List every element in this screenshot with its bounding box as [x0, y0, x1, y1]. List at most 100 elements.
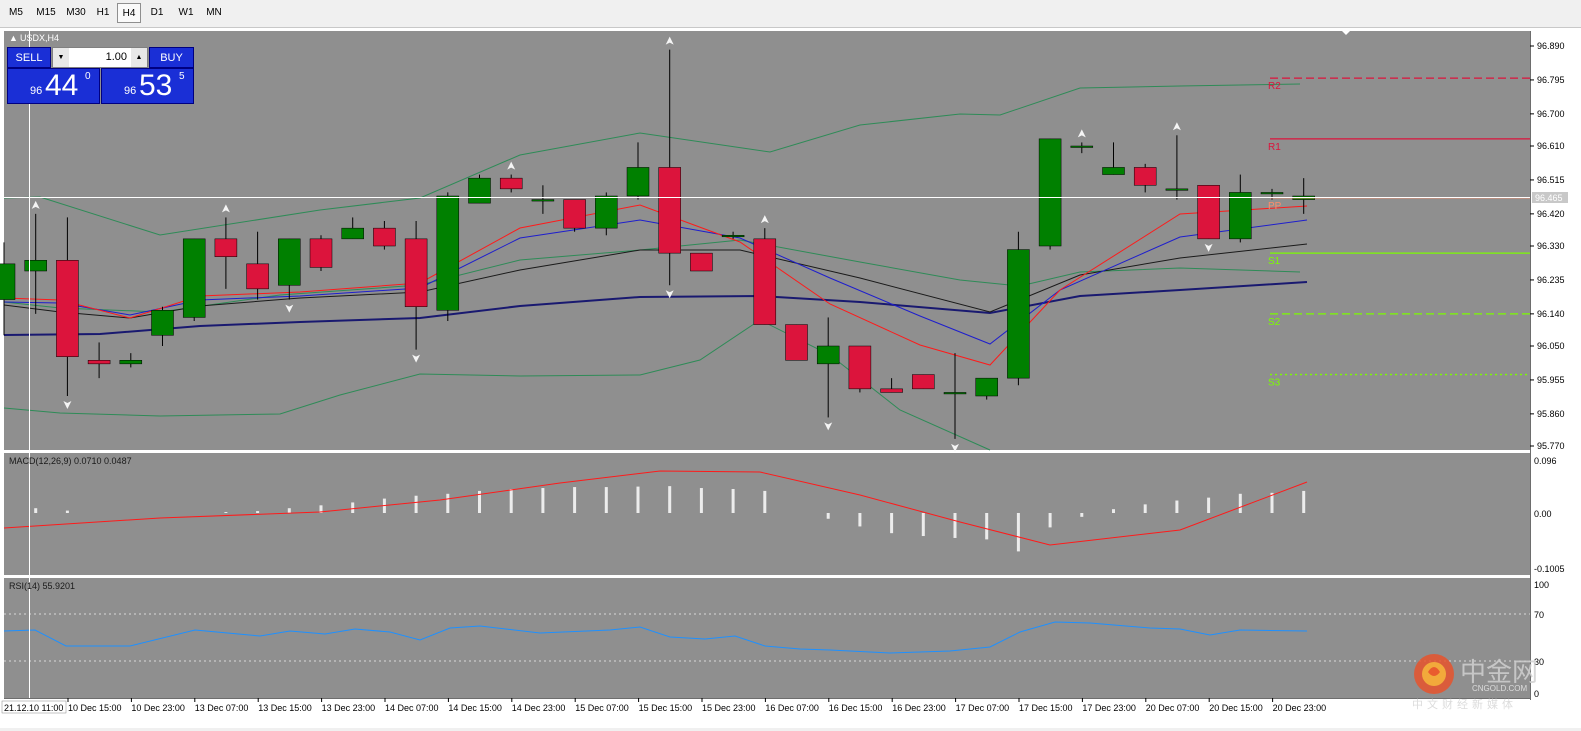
candle-body: [563, 199, 586, 229]
lot-decrease-icon[interactable]: ▼: [53, 48, 69, 67]
candle-body: [1197, 185, 1220, 240]
candle-body: [943, 392, 967, 395]
price-tick-label: 96.235: [1537, 275, 1565, 285]
tf-w1-button[interactable]: W1: [178, 7, 194, 18]
ema-mid-line: [3, 243, 1308, 319]
fractal-down-icon: [951, 443, 959, 452]
tf-d1-button[interactable]: D1: [150, 7, 164, 18]
fractal-up-icon: [507, 161, 516, 170]
one-click-trading-panel: SELL ▼ ▲ BUY 96 44 0 96 53 5: [7, 47, 194, 104]
rsi-axis-0: 0: [1534, 689, 1539, 699]
time-tick-label: 20 Dec 15:00: [1209, 703, 1263, 713]
symbol-arrow-icon[interactable]: ▲: [9, 33, 18, 43]
macd-histogram-group: [34, 486, 1306, 552]
timeframe-toolbar: M5 M15 M30 H1 H4 D1 W1 MN: [0, 0, 1581, 28]
buy-price-big: 53: [139, 69, 173, 102]
fractal-up-icon: [760, 215, 769, 224]
candle-body: [0, 263, 16, 300]
sell-price-box[interactable]: 96 44 0: [7, 68, 100, 104]
candle-body: [1070, 145, 1094, 148]
fractal-down-icon: [412, 354, 421, 363]
sell-price-big: 44: [45, 69, 79, 102]
watermark-sub: 中文财经新媒体: [1412, 698, 1517, 711]
bollinger-upper-line: [3, 83, 1301, 236]
candle-body: [182, 238, 206, 318]
tf-mn-button[interactable]: MN: [206, 7, 222, 18]
price-tick-label: 96.330: [1537, 241, 1565, 251]
macd-axis-top: 0.096: [1534, 456, 1557, 466]
macd-label: MACD(12,26,9) 0.0710 0.0487: [9, 456, 132, 466]
time-tick-label: 16 Dec 23:00: [892, 703, 946, 713]
candle-body: [214, 238, 238, 257]
fractal-down-icon: [665, 290, 674, 299]
chart-shift-marker-icon[interactable]: [1342, 31, 1350, 35]
buy-button[interactable]: BUY: [149, 47, 194, 68]
time-tick-label: 15 Dec 15:00: [639, 703, 693, 713]
candle-body: [595, 195, 618, 229]
candle-body: [87, 360, 111, 365]
candle-body: [56, 260, 79, 357]
price-tick-label: 95.860: [1537, 409, 1565, 419]
pivot-label-pp: PP: [1268, 201, 1282, 212]
lot-size-input[interactable]: [71, 49, 127, 65]
fractal-up-icon: [665, 36, 674, 45]
time-tick-label: 16 Dec 15:00: [829, 703, 883, 713]
watermark-en: CNGOLD.COM: [1472, 684, 1528, 693]
price-tick-label: 96.050: [1537, 341, 1565, 351]
candle-body: [436, 195, 460, 311]
tf-m15-button[interactable]: M15: [36, 7, 56, 18]
tf-m5-button[interactable]: M5: [9, 7, 23, 18]
buy-price-box[interactable]: 96 53 5: [101, 68, 194, 104]
candle-body: [499, 177, 523, 190]
ema-fast-line: [3, 219, 1308, 345]
sell-price-sup: 0: [85, 71, 91, 82]
time-tick-label: 14 Dec 15:00: [448, 703, 502, 713]
tf-h1-button[interactable]: H1: [96, 7, 110, 18]
price-tick-label: 96.610: [1537, 141, 1565, 151]
price-tick-label: 96.700: [1537, 109, 1565, 119]
pivot-label-s2: S2: [1268, 317, 1281, 328]
fractal-up-icon: [221, 204, 230, 213]
candle-body: [1007, 249, 1030, 379]
macd-axis-bottom: -0.1005: [1534, 564, 1565, 574]
current-price-tag: [1532, 192, 1568, 203]
chart-window[interactable]: R2 R1 PP S1 S2 S3 96.890 96.795 96.700 96.610 96.…: [0, 28, 1581, 728]
fractal-up-icon: [1172, 122, 1181, 131]
time-tick-label: 13 Dec 15:00: [258, 703, 312, 713]
candle-body: [246, 263, 269, 290]
candle-body: [531, 199, 555, 202]
macd-axis-zero: 0.00: [1534, 509, 1552, 519]
candle-body: [658, 167, 681, 254]
time-tick-label: 15 Dec 23:00: [702, 703, 756, 713]
candle-body: [1229, 192, 1252, 240]
candle-body: [721, 235, 745, 238]
pivot-label-r1: R1: [1268, 142, 1281, 153]
time-tick-label: 10 Dec 15:00: [68, 703, 122, 713]
time-tick-label: 17 Dec 15:00: [1019, 703, 1073, 713]
pivot-label-r2: R2: [1268, 81, 1281, 92]
candle-body: [309, 238, 333, 268]
time-tick-label: 10 Dec 23:00: [131, 703, 185, 713]
buy-price-prefix: 96: [124, 85, 137, 97]
sell-button[interactable]: SELL: [7, 47, 51, 68]
tf-h4-button[interactable]: H4: [117, 3, 141, 23]
sma-slow-line: [3, 281, 1308, 336]
fractal-down-icon: [824, 422, 833, 431]
candle-body: [1165, 188, 1189, 191]
fractal-up-icon: [1077, 129, 1086, 138]
candle-body: [1260, 192, 1284, 195]
price-tick-label: 95.770: [1537, 441, 1565, 451]
lot-increase-icon[interactable]: ▲: [131, 48, 147, 67]
watermark-cn: 中金网: [1460, 658, 1539, 688]
tf-m30-button[interactable]: M30: [66, 7, 86, 18]
time-tick-label: 20 Dec 23:00: [1273, 703, 1327, 713]
candle-body: [690, 252, 713, 272]
candle-body: [975, 377, 998, 397]
price-tick-label: 95.955: [1537, 375, 1565, 385]
time-tick-label: 14 Dec 07:00: [385, 703, 439, 713]
fractal-down-icon: [1204, 243, 1213, 252]
price-tick-label: 96.140: [1537, 309, 1565, 319]
time-tick-label: 16 Dec 07:00: [765, 703, 819, 713]
rsi-axis-100: 100: [1534, 580, 1549, 590]
